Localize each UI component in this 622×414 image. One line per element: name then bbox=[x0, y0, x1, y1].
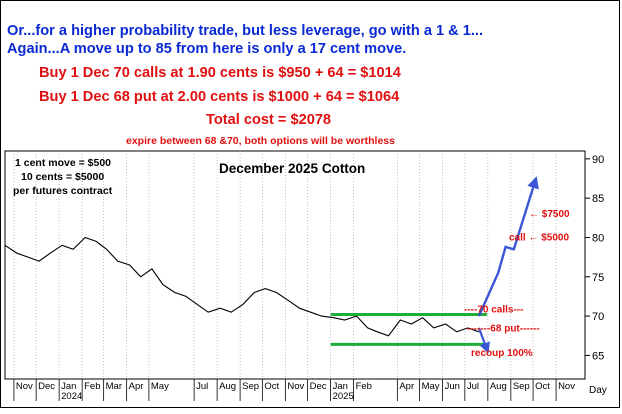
x-tick-label: Apr bbox=[399, 381, 414, 392]
x-tick-label: Jan bbox=[333, 381, 348, 392]
x-tick-label: May bbox=[422, 381, 440, 392]
x-axis: Nov Dec Jan Feb Mar Apr May Jul Aug Sep Oct Nov Dec J… bbox=[13, 379, 575, 402]
y-tick-label: 90 bbox=[592, 154, 604, 166]
y-axis: 65 70 75 80 85 90 bbox=[585, 154, 604, 362]
x-tick-label: Nov bbox=[558, 381, 575, 392]
price-line bbox=[4, 236, 480, 337]
x-tick-label: Feb bbox=[356, 381, 372, 392]
note-line2: 10 cents = $5000 bbox=[21, 171, 104, 183]
y-tick-label: 70 bbox=[592, 311, 604, 323]
vertical-gridlines bbox=[13, 151, 557, 379]
price-series bbox=[4, 236, 480, 337]
note-line3: per futures contract bbox=[13, 185, 113, 197]
x-tick-label: Apr bbox=[129, 381, 144, 392]
x-tick-label: Aug bbox=[490, 381, 507, 392]
x-tick-label: Sep bbox=[513, 381, 530, 392]
header-line2: Again...A move up to 85 from here is onl… bbox=[7, 41, 406, 57]
header-line5: Total cost = $2078 bbox=[206, 112, 331, 128]
x-tick-label: Sep bbox=[242, 381, 259, 392]
x-tick-label: May bbox=[151, 381, 169, 392]
year-label: 2025 bbox=[333, 391, 354, 402]
label-5000: call ← $5000 bbox=[509, 232, 569, 243]
annotations: ← $7500 call ← $5000 ----70 calls--- ------… bbox=[330, 176, 570, 359]
projection-down-arrow bbox=[477, 327, 490, 354]
x-tick-label: Aug bbox=[219, 381, 236, 392]
label-70-calls: ----70 calls--- bbox=[464, 305, 523, 316]
x-tick-label: Jan bbox=[61, 381, 76, 392]
label-68-put: -------68 put------ bbox=[467, 324, 540, 335]
header-line1: Or...for a higher probability trade, but… bbox=[7, 23, 483, 39]
x-tick-label: Nov bbox=[16, 381, 33, 392]
x-tick-label: Oct bbox=[535, 381, 550, 392]
x-tick-label: Mar bbox=[106, 381, 122, 392]
y-tick-label: 75 bbox=[592, 272, 604, 284]
x-tick-label: Dec bbox=[38, 381, 55, 392]
x-tick-label: Jul bbox=[196, 381, 208, 392]
label-7500: ← $7500 bbox=[529, 209, 570, 220]
y-tick-label: 65 bbox=[592, 350, 604, 362]
note-line1: 1 cent move = $500 bbox=[15, 157, 111, 169]
chart-title: December 2025 Cotton bbox=[219, 161, 365, 176]
x-tick-label: Oct bbox=[264, 381, 279, 392]
x-axis-unit-label: Day bbox=[589, 385, 607, 396]
x-tick-label: Dec bbox=[310, 381, 327, 392]
x-tick-label: Feb bbox=[84, 381, 100, 392]
projection-up-arrow bbox=[477, 176, 539, 317]
x-tick-label: Jun bbox=[445, 381, 460, 392]
header-line3: Buy 1 Dec 70 calls at 1.90 cents is $950… bbox=[39, 65, 402, 81]
x-tick-label: Nov bbox=[287, 381, 304, 392]
header-line6: expire between 68 &70, both options will… bbox=[126, 135, 395, 147]
label-recoup: recoup 100% bbox=[471, 348, 533, 359]
header-line4: Buy 1 Dec 68 put at 2.00 cents is $1000 … bbox=[39, 89, 400, 105]
y-tick-label: 85 bbox=[592, 193, 604, 205]
x-tick-label: Jul bbox=[467, 381, 479, 392]
y-tick-label: 80 bbox=[592, 232, 604, 244]
year-label: 2024 bbox=[61, 391, 82, 402]
